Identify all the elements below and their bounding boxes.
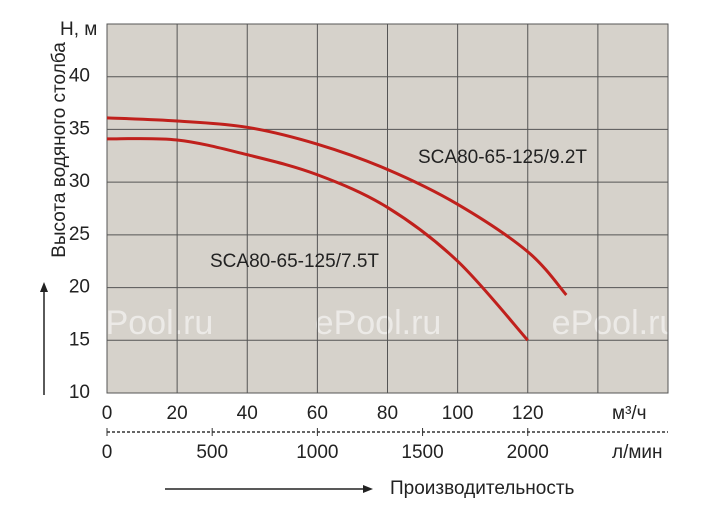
x2-tick-label: 1500	[401, 442, 443, 463]
x-tick-label: 100	[442, 403, 474, 424]
y-tick-label: 30	[69, 171, 90, 192]
y-axis-label: Высота водяного столба	[49, 42, 70, 258]
x-arrow-head	[363, 485, 373, 493]
x-tick-label: 0	[102, 403, 113, 424]
y-tick-label: 15	[69, 329, 90, 350]
x-tick-label: 120	[512, 403, 544, 424]
y-tick-label: 40	[69, 66, 90, 87]
x2-tick-label: 500	[196, 442, 228, 463]
series-line	[106, 116, 568, 296]
y-tick-label: 35	[69, 118, 90, 139]
y-arrow-head	[40, 282, 48, 292]
y-tick-label: 20	[69, 277, 90, 298]
x-tick-label: 20	[167, 403, 188, 424]
x-axis-label: Производительность	[390, 478, 575, 499]
series-label: SCA80-65-125/9.2T	[418, 147, 587, 168]
x-tick-label: 60	[307, 403, 328, 424]
y-tick-label: 10	[69, 382, 90, 403]
y-unit: H, м	[60, 19, 97, 40]
series-line	[106, 137, 529, 342]
watermark: ePool.ru	[315, 304, 442, 342]
x2-tick-label: 1000	[296, 442, 338, 463]
plot-border	[106, 23, 669, 394]
watermark: ePool.ru	[552, 304, 679, 342]
x2-tick-label: 0	[102, 442, 113, 463]
watermark: ePool.ru	[87, 304, 214, 342]
x-tick-label: 80	[377, 403, 398, 424]
x-tick-label: 40	[237, 403, 258, 424]
y-tick-label: 25	[69, 224, 90, 245]
x2-unit: л/мин	[612, 442, 663, 463]
x-unit: м³/ч	[612, 403, 647, 424]
x2-tick-label: 2000	[507, 442, 549, 463]
series-label: SCA80-65-125/7.5T	[210, 251, 379, 272]
